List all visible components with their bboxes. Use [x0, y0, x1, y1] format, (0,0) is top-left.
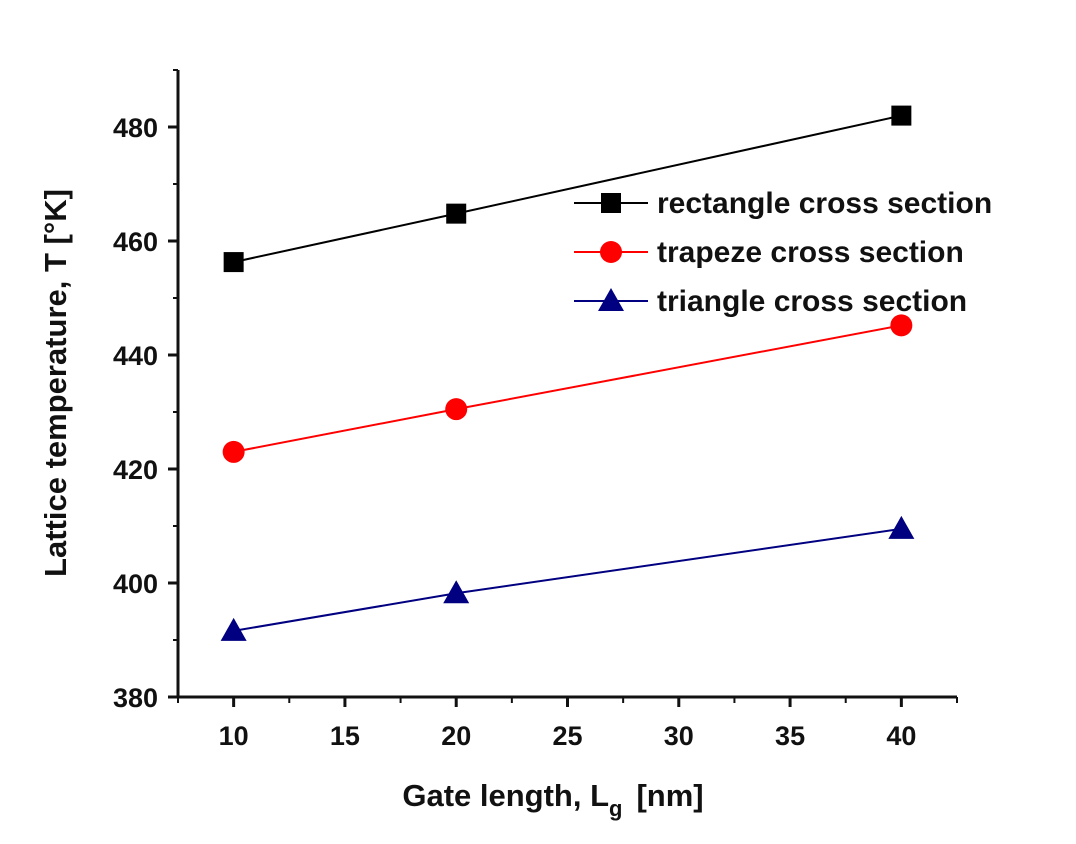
data-point: [888, 515, 915, 539]
x-tick-label: 10: [219, 721, 249, 751]
x-tick-label: 30: [664, 721, 694, 751]
y-tick-label: 460: [113, 227, 158, 257]
data-point: [443, 580, 470, 604]
y-tick-label: 380: [113, 683, 158, 713]
data-point: [890, 314, 913, 337]
x-axis-title-unit: [nm]: [636, 778, 703, 813]
series-square: [223, 105, 912, 273]
y-tick-label: 400: [113, 569, 158, 599]
data-point: [446, 203, 467, 224]
data-point: [222, 440, 245, 463]
x-tick-label: 40: [886, 721, 916, 751]
legend-label: triangle cross section: [657, 285, 967, 318]
y-tick-label: 440: [113, 341, 158, 371]
y-axis-title: Lattice temperature, T [°K]: [38, 189, 73, 577]
legend-label: trapeze cross section: [657, 236, 964, 269]
legend-item: triangle cross section: [574, 285, 967, 318]
series-circle: [222, 314, 913, 463]
legend-marker: [601, 193, 621, 213]
data-point: [891, 105, 912, 126]
x-tick-label: 15: [330, 721, 360, 751]
x-axis-title-subscript: g: [609, 796, 622, 821]
legend: rectangle cross section trapeze cross sec…: [574, 187, 992, 318]
legend-item: trapeze cross section: [574, 236, 964, 269]
legend-marker: [598, 288, 624, 311]
series-line: [233, 324, 902, 453]
legend-marker: [600, 241, 622, 263]
x-axis-title: Gate length, Lg [nm]: [402, 778, 703, 821]
legend-item: rectangle cross section: [574, 187, 992, 220]
data-point: [223, 252, 244, 273]
data-point: [220, 617, 247, 641]
x-axis-title-main: Gate length, L: [402, 778, 609, 813]
data-point: [445, 398, 468, 421]
y-tick-label: 420: [113, 455, 158, 485]
x-tick-label: 35: [775, 721, 805, 751]
x-tick-label: 25: [552, 721, 582, 751]
series-triangle: [220, 515, 915, 641]
x-tick-label: 20: [441, 721, 471, 751]
y-tick-label: 480: [113, 113, 158, 143]
series-layer: [220, 105, 915, 641]
series-line: [233, 527, 902, 632]
axes: 380 400 420 440 460 480 10 15 20 25 30 35 40: [113, 69, 958, 751]
legend-label: rectangle cross section: [657, 187, 992, 220]
